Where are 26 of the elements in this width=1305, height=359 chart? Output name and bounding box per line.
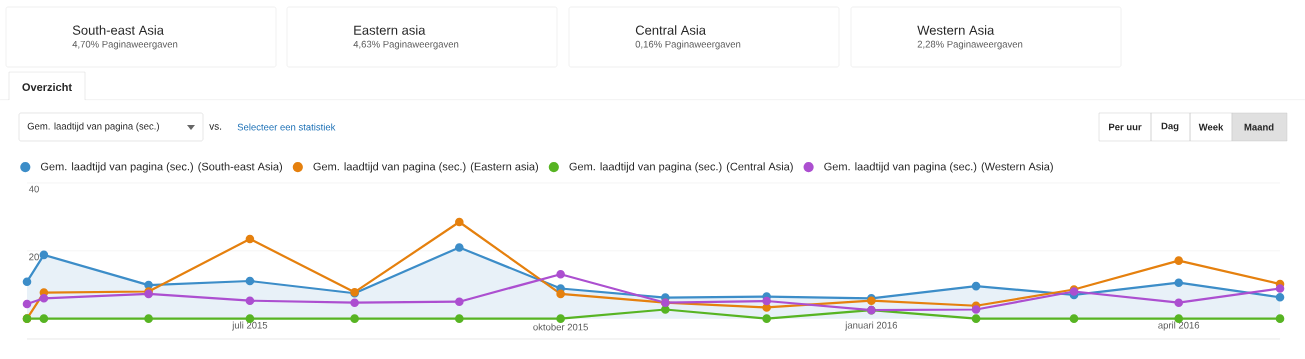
- text: 4,70% Paginaweergaven: [72, 40, 178, 50]
- legend-label: Gem. laadtijd van pagina (sec.) (South-east Asia): [40, 162, 283, 173]
- x-tick-label: oktober 2015: [533, 323, 588, 331]
- x-tick-label: april 2016: [1158, 321, 1200, 331]
- text: Maand: [1244, 123, 1274, 131]
- text: Dag: [1161, 122, 1179, 132]
- text: 0,16% Paginaweergaven: [635, 40, 741, 50]
- text: Central Asia: [635, 25, 706, 35]
- y-tick-label: 20: [29, 253, 39, 261]
- text: Overzicht: [22, 82, 72, 92]
- text: 4,63% Paginaweergaven: [353, 40, 459, 50]
- x-tick-label: januari 2016: [844, 321, 898, 331]
- text: 2,28% Paginaweergaven: [917, 40, 1023, 50]
- text: Week: [1198, 123, 1224, 131]
- legend-label: Gem. laadtijd van pagina (sec.) (Eastern asia): [313, 162, 539, 173]
- text: vs.: [209, 124, 222, 130]
- text: South-east Asia: [72, 25, 164, 35]
- text: Western Asia: [917, 25, 995, 35]
- y-tick-label: 40: [28, 185, 39, 193]
- text: Per uur: [1109, 123, 1142, 131]
- text: Selecteer een statistiek: [237, 123, 336, 131]
- legend-label: Gem. laadtijd van pagina (sec.) (Central Asia): [569, 162, 793, 173]
- x-tick-label: juli 2015: [231, 321, 268, 331]
- text: Gem. laadtijd van pagina (sec.): [27, 122, 159, 132]
- legend-label: Gem. laadtijd van pagina (sec.) (Western Asia): [824, 162, 1053, 173]
- text: Eastern asia: [354, 25, 426, 35]
